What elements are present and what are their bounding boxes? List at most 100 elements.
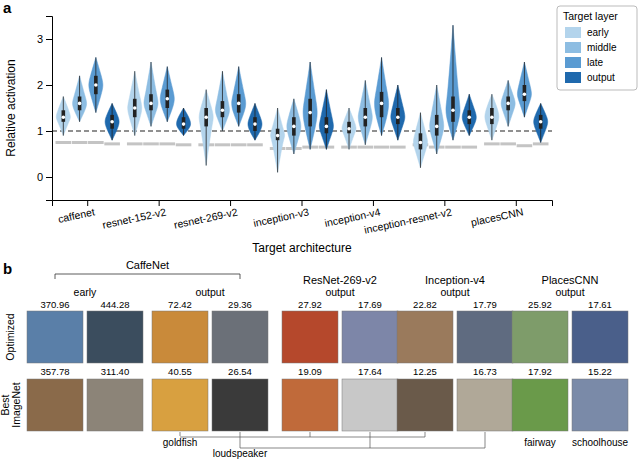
median <box>78 102 82 106</box>
quartile-box <box>467 110 471 124</box>
violin <box>375 57 389 135</box>
activation-value: 26.54 <box>228 366 252 377</box>
legend-swatch <box>565 57 581 68</box>
violin <box>462 94 476 135</box>
violin <box>446 25 460 140</box>
violin <box>128 71 142 135</box>
y-tick-label: 0 <box>37 171 43 183</box>
quartile-box <box>308 99 312 127</box>
y-tick-label: 1 <box>37 125 43 137</box>
activation-value: 29.36 <box>228 299 252 310</box>
quartile-box <box>204 108 208 126</box>
y-tick-mark <box>46 39 52 40</box>
class-label: fairway <box>524 437 556 448</box>
imagenet-image <box>457 379 513 431</box>
x-tick-mark <box>373 200 374 206</box>
whisker <box>452 25 453 140</box>
control-bar <box>127 142 143 145</box>
optimized-image <box>152 311 208 363</box>
quartile-box <box>276 129 280 141</box>
panel-b: bOptimizedBestImageNetCaffeNetearly370.9… <box>0 259 629 459</box>
layer-name: early <box>74 286 98 298</box>
imagenet-image <box>27 379 83 431</box>
activation-value: 17.92 <box>528 366 552 377</box>
control-bar <box>143 142 159 145</box>
median <box>204 115 208 119</box>
quartile-box <box>133 99 137 117</box>
legend-swatch <box>565 27 581 38</box>
x-tick-mark <box>516 200 517 206</box>
violin <box>534 103 548 142</box>
y-tick-mark <box>46 177 52 178</box>
median <box>133 106 137 110</box>
control-bar <box>374 146 390 149</box>
y-tick: 2 <box>37 79 52 91</box>
quartile-box <box>253 117 257 131</box>
violin <box>501 80 515 126</box>
activation-value: 370.96 <box>40 299 69 310</box>
class-label: loudspeaker <box>213 448 268 459</box>
violin <box>287 99 301 154</box>
median <box>110 120 114 124</box>
median <box>308 111 312 115</box>
control-bar <box>159 142 175 145</box>
violin <box>271 108 285 172</box>
quartile-box <box>62 110 66 122</box>
x-axis: caffenetresnet-152-v2resnet-269-v2incept… <box>53 200 553 236</box>
activation-value: 444.28 <box>100 299 129 310</box>
median <box>506 102 510 106</box>
violin <box>105 103 119 140</box>
legend-label: middle <box>587 42 617 53</box>
y-tick: 3 <box>37 33 52 45</box>
quartile-box <box>396 108 400 124</box>
quartile-box <box>165 90 169 108</box>
y-axis-line <box>46 17 53 201</box>
median <box>94 83 98 87</box>
row-label: ImageNet <box>10 382 22 428</box>
x-tick: inception-v3 <box>252 200 310 229</box>
plot-area <box>52 25 552 172</box>
optimized-image <box>282 311 338 363</box>
activation-value: 72.42 <box>168 299 192 310</box>
activation-value: 311.40 <box>101 366 129 377</box>
quartile-box <box>380 92 384 117</box>
median <box>182 122 186 126</box>
median <box>490 115 494 119</box>
quartile-box <box>363 108 367 126</box>
quartile-box <box>325 117 329 133</box>
x-tick-label: resnet-152-v2 <box>101 205 167 230</box>
median <box>276 134 280 138</box>
imagenet-image <box>342 379 398 431</box>
optimized-image <box>212 311 268 363</box>
violin <box>303 62 317 149</box>
quartile-box <box>347 122 351 134</box>
imagenet-image <box>212 379 268 431</box>
control-bar <box>445 146 461 149</box>
violin <box>430 85 444 154</box>
violin <box>358 80 372 144</box>
violin-series <box>104 85 548 149</box>
median <box>523 92 527 96</box>
y-axis-title: Relative activation <box>4 59 18 156</box>
median <box>165 97 169 101</box>
imagenet-image <box>87 379 143 431</box>
imagenet-image <box>572 379 628 431</box>
violin <box>56 97 70 136</box>
quartile-box <box>182 117 186 129</box>
x-tick-label: placesCNN <box>470 205 524 228</box>
layer-name: output <box>555 286 584 298</box>
activation-value: 17.61 <box>588 299 612 310</box>
x-tick-mark <box>159 200 160 206</box>
control-bar <box>88 141 104 144</box>
violin <box>177 108 191 136</box>
activation-value: 40.55 <box>168 366 192 377</box>
optimized-image <box>27 311 83 363</box>
activation-value: 12.25 <box>413 366 437 377</box>
y-tick-mark <box>46 85 52 86</box>
control-bar <box>56 141 72 144</box>
activation-value: 22.82 <box>413 299 437 310</box>
quartile-box <box>221 101 225 117</box>
x-tick-label: caffenet <box>57 205 96 224</box>
quartile-box <box>523 85 527 101</box>
layer-name: output <box>195 286 224 298</box>
